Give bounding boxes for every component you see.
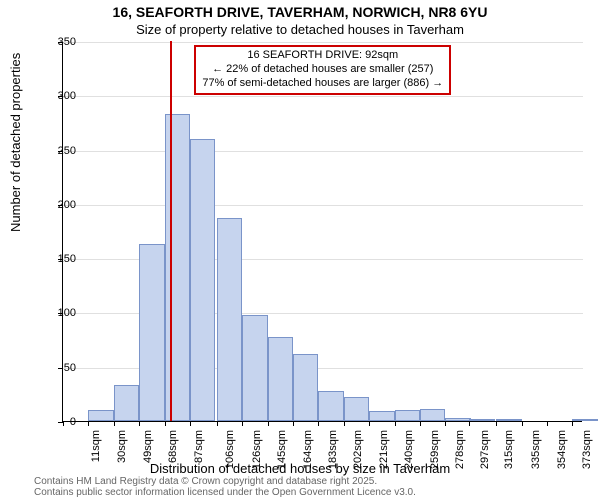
xtick-mark — [114, 421, 115, 426]
chart-title-line2: Size of property relative to detached ho… — [0, 22, 600, 37]
histogram-bar — [190, 139, 215, 421]
xtick-label: 87sqm — [193, 430, 205, 463]
ytick-label: 250 — [42, 145, 76, 157]
footer-line1: Contains HM Land Registry data © Crown c… — [34, 476, 594, 487]
xtick-mark — [318, 421, 319, 426]
ytick-label: 300 — [42, 90, 76, 102]
xtick-label: 68sqm — [167, 430, 179, 463]
annotation-line2: ← 22% of detached houses are smaller (25… — [202, 63, 443, 77]
histogram-bar — [165, 114, 190, 421]
ytick-label: 350 — [42, 36, 76, 48]
xtick-mark — [217, 421, 218, 426]
xtick-label: 49sqm — [142, 430, 154, 463]
plot-area — [62, 42, 582, 422]
xtick-mark — [242, 421, 243, 426]
gridline — [63, 96, 583, 97]
histogram-bar — [344, 397, 369, 421]
ytick-label: 0 — [42, 416, 76, 428]
gridline — [63, 151, 583, 152]
xtick-mark — [139, 421, 140, 426]
xtick-mark — [268, 421, 269, 426]
histogram-bar — [217, 218, 242, 421]
histogram-bar — [114, 385, 139, 421]
ytick-label: 150 — [42, 253, 76, 265]
ytick-label: 100 — [42, 307, 76, 319]
histogram-bar — [242, 315, 267, 421]
xtick-label: 30sqm — [116, 430, 128, 463]
xtick-label: 11sqm — [90, 430, 102, 462]
histogram-bar — [139, 244, 164, 421]
xtick-mark — [572, 421, 573, 426]
x-axis-label: Distribution of detached houses by size … — [0, 461, 600, 476]
footer-attribution: Contains HM Land Registry data © Crown c… — [34, 476, 594, 498]
y-axis-label: Number of detached properties — [8, 53, 23, 232]
xtick-mark — [420, 421, 421, 426]
histogram-bar — [496, 419, 521, 421]
xtick-mark — [190, 421, 191, 426]
xtick-mark — [469, 421, 470, 426]
gridline — [63, 205, 583, 206]
histogram-bar — [88, 410, 113, 421]
chart-title-line1: 16, SEAFORTH DRIVE, TAVERHAM, NORWICH, N… — [0, 4, 600, 20]
histogram-bar — [318, 391, 343, 421]
marker-line — [170, 41, 172, 421]
xtick-mark — [293, 421, 294, 426]
histogram-bar — [395, 410, 420, 421]
xtick-mark — [344, 421, 345, 426]
gridline — [63, 42, 583, 43]
xtick-mark — [547, 421, 548, 426]
xtick-mark — [522, 421, 523, 426]
chart-area: 11sqm30sqm49sqm68sqm87sqm106sqm126sqm145… — [62, 42, 582, 422]
annotation-line3: 77% of semi-detached houses are larger (… — [202, 77, 443, 91]
histogram-bar — [469, 419, 494, 421]
xtick-mark — [369, 421, 370, 426]
histogram-bar — [420, 409, 445, 421]
xtick-mark — [496, 421, 497, 426]
marker-annotation: 16 SEAFORTH DRIVE: 92sqm← 22% of detache… — [194, 45, 451, 94]
ytick-label: 50 — [42, 362, 76, 374]
ytick-label: 200 — [42, 199, 76, 211]
xtick-mark — [395, 421, 396, 426]
xtick-mark — [88, 421, 89, 426]
footer-line2: Contains public sector information licen… — [34, 487, 594, 498]
histogram-bar — [268, 337, 293, 421]
histogram-bar — [369, 411, 394, 421]
annotation-line1: 16 SEAFORTH DRIVE: 92sqm — [202, 49, 443, 63]
histogram-bar — [445, 418, 470, 421]
xtick-mark — [165, 421, 166, 426]
xtick-mark — [445, 421, 446, 426]
histogram-bar — [572, 419, 597, 421]
histogram-bar — [293, 354, 318, 421]
